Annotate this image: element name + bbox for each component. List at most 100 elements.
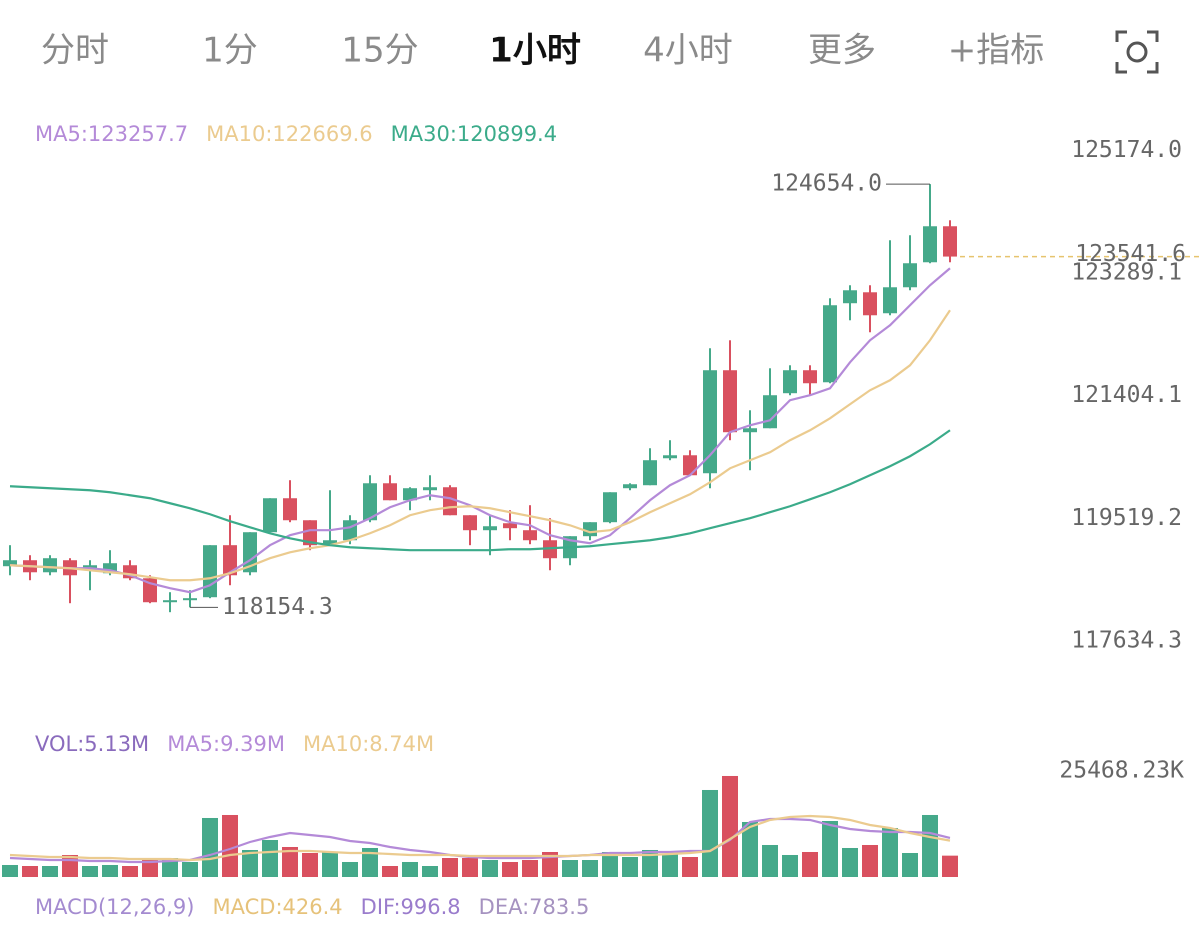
candle-body: [303, 520, 317, 546]
candle-body: [603, 492, 617, 523]
volume-bar: [462, 857, 478, 877]
min-marker-label: 118154.3: [222, 594, 333, 620]
legend-entry: MA5:9.39M: [167, 732, 285, 756]
y-tick-label: 25468.23K: [1059, 758, 1184, 784]
volume-bar: [122, 865, 138, 877]
candle-body: [403, 488, 417, 501]
y-tick-label: 119519.2: [1071, 505, 1182, 531]
volume-ma-line: [9, 814, 951, 862]
volume-bar: [442, 857, 458, 877]
ma-line: [9, 267, 951, 594]
volume-bar: [102, 864, 118, 877]
volume-bar: [922, 814, 938, 877]
candle-body: [923, 226, 937, 263]
volume-bar: [622, 856, 638, 877]
candle-body: [863, 292, 877, 316]
icon-frame: [1115, 30, 1159, 74]
candle-body: [643, 460, 657, 486]
volume-bar: [262, 839, 278, 877]
volume-bar: [602, 851, 618, 877]
volume-bar: [762, 844, 778, 877]
volume-bar: [702, 789, 718, 877]
volume-bar: [322, 851, 338, 877]
volume-bar: [342, 861, 358, 877]
legend-entry: DEA:783.5: [479, 895, 590, 919]
volume-bar: [382, 865, 398, 877]
volume-bar: [142, 859, 158, 877]
y-tick-label: 123289.1: [1071, 260, 1182, 286]
volume-bar: [862, 844, 878, 877]
volume-bar: [742, 821, 758, 877]
candle-body: [883, 287, 897, 314]
candle-body: [523, 530, 537, 541]
screenshot-icon[interactable]: [1115, 30, 1159, 74]
candle-body: [783, 370, 797, 394]
candle-body: [623, 484, 637, 489]
candle-body: [3, 560, 17, 567]
candle-body: [503, 523, 517, 529]
legend-entry: MA10:8.74M: [303, 732, 434, 756]
candle-body: [323, 540, 337, 545]
candle-body: [763, 395, 777, 429]
volume-bar: [562, 859, 578, 877]
volume-bar: [722, 775, 738, 877]
candle-body: [383, 483, 397, 501]
volume-bar: [22, 865, 38, 877]
candle-body: [663, 455, 677, 459]
tab[interactable]: 15分: [341, 31, 418, 71]
candle-body: [223, 545, 237, 576]
candle-body: [103, 563, 117, 574]
volume-ma-line: [9, 817, 951, 864]
candle-body: [803, 370, 817, 384]
volume-bar: [2, 864, 18, 877]
legend-entry: MACD(12,26,9): [35, 895, 195, 919]
candle-body: [263, 498, 277, 533]
volume-bar: [362, 847, 378, 877]
candle-body: [363, 483, 377, 521]
tab[interactable]: +指标: [948, 31, 1045, 71]
ma-line: [9, 429, 951, 552]
y-tick-label: 117634.3: [1071, 628, 1182, 654]
last-price-label: 123541.6: [1075, 241, 1186, 267]
candle-body: [283, 498, 297, 521]
volume-bar: [162, 857, 178, 877]
tab[interactable]: 更多: [808, 31, 876, 71]
volume-bar: [222, 814, 238, 877]
legend-entry: MA30:120899.4: [391, 122, 557, 146]
tab[interactable]: 1小时: [489, 31, 581, 71]
legend-entry: MACD:426.4: [213, 895, 343, 919]
volume-bar: [642, 849, 658, 877]
volume-bar: [822, 820, 838, 877]
volume-bar: [682, 856, 698, 877]
volume-bar: [582, 859, 598, 877]
legend-entry: DIF:996.8: [361, 895, 461, 919]
legend-entry: VOL:5.13M: [35, 732, 149, 756]
volume-bar: [202, 817, 218, 877]
volume-bar: [422, 865, 438, 877]
volume-bar: [842, 847, 858, 877]
icon-lens: [1126, 41, 1148, 63]
candle-body: [463, 515, 477, 531]
candle-body: [723, 370, 737, 433]
candle-body: [683, 455, 697, 476]
max-marker-label: 124654.0: [771, 171, 882, 197]
volume-bar: [522, 859, 538, 877]
volume-bar: [782, 854, 798, 877]
tab[interactable]: 4小时: [643, 31, 733, 71]
candle-body: [343, 520, 357, 541]
volume-bar: [182, 861, 198, 877]
legend-entry: MA10:122669.6: [206, 122, 372, 146]
candle-body: [843, 290, 857, 304]
candle-body: [43, 558, 57, 573]
tab[interactable]: 分时: [41, 31, 109, 71]
candle-body: [703, 370, 717, 474]
candle-body: [583, 522, 597, 537]
volume-bar: [82, 865, 98, 877]
candle-body: [163, 600, 177, 603]
volume-bar: [242, 849, 258, 877]
volume-bar: [282, 846, 298, 877]
tab[interactable]: 1分: [202, 31, 258, 71]
volume-bars: [2, 775, 958, 877]
volume-bar: [902, 852, 918, 877]
